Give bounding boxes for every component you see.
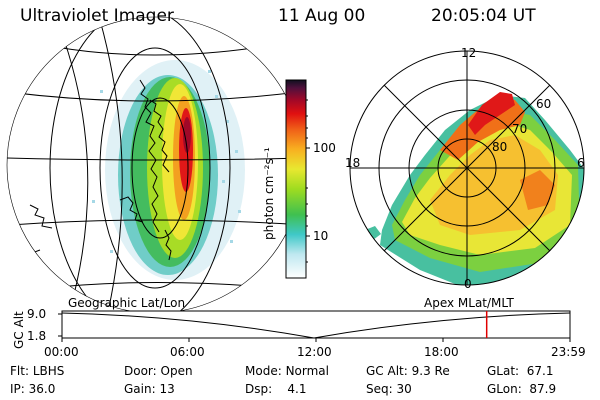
info-mode-label: Mode: bbox=[245, 364, 282, 378]
info-flt-label: Flt: bbox=[10, 364, 29, 378]
info-gc-alt-value: 9.3 Re bbox=[411, 364, 450, 378]
lat-label-70: 70 bbox=[512, 122, 528, 136]
y-tick-1-8: 1.8 bbox=[27, 329, 47, 343]
info-door-value: Open bbox=[160, 364, 193, 378]
info-mode-value: Normal bbox=[285, 364, 329, 378]
time-label: 20:05:04 UT bbox=[431, 6, 536, 26]
mlt-label-0: 0 bbox=[464, 277, 472, 291]
info-ip-label: IP: bbox=[10, 382, 25, 396]
info-gc-alt-label: GC Alt: bbox=[366, 364, 408, 378]
right-caption: Apex MLat/MLT bbox=[424, 296, 514, 310]
colorbar-tick-100: 100 bbox=[313, 141, 336, 155]
lat-label-80: 80 bbox=[492, 140, 508, 154]
mlt-label-6: 6 bbox=[577, 156, 585, 170]
info-glon-label: GLon: bbox=[487, 382, 522, 396]
info-gain: Gain: 13 bbox=[124, 382, 175, 396]
timeline-plot bbox=[58, 310, 571, 342]
polar-plot bbox=[349, 50, 585, 286]
instrument-title: Ultraviolet Imager bbox=[20, 6, 174, 26]
info-flt: Flt: LBHS bbox=[10, 364, 64, 378]
lat-label-60: 60 bbox=[536, 97, 552, 111]
colorbar-unit-label: photon cm⁻²s⁻¹ bbox=[262, 147, 276, 240]
x-tick-1200: 12:00 bbox=[297, 345, 332, 359]
info-door-label: Door: bbox=[124, 364, 157, 378]
date-label: 11 Aug 00 bbox=[278, 6, 366, 26]
colorbar-tick-10: 10 bbox=[313, 229, 329, 243]
mlt-label-12: 12 bbox=[461, 46, 477, 60]
color-bar bbox=[285, 79, 310, 279]
info-glat-label: GLat: bbox=[487, 364, 520, 378]
info-door: Door: Open bbox=[124, 364, 193, 378]
info-mode: Mode: Normal bbox=[245, 364, 329, 378]
info-dsp: Dsp: 4.1 bbox=[245, 382, 307, 396]
left-caption: Geographic Lat/Lon bbox=[68, 296, 186, 310]
info-seq: Seq: 30 bbox=[366, 382, 412, 396]
info-dsp-label: Dsp: bbox=[245, 382, 273, 396]
x-tick-0600: 06:00 bbox=[170, 345, 205, 359]
info-glat-value: 67.1 bbox=[526, 364, 554, 378]
info-seq-value: 30 bbox=[396, 382, 412, 396]
info-glon: GLon: 87.9 bbox=[487, 382, 556, 396]
timeline-axis-title: GC Alt bbox=[12, 311, 26, 349]
info-glat: GLat: 67.1 bbox=[487, 364, 553, 378]
info-gc-alt: GC Alt: 9.3 Re bbox=[366, 364, 450, 378]
info-ip-value: 36.0 bbox=[28, 382, 56, 396]
info-gain-value: 13 bbox=[159, 382, 175, 396]
info-glon-value: 87.9 bbox=[529, 382, 557, 396]
info-seq-label: Seq: bbox=[366, 382, 393, 396]
geographic-globe bbox=[6, 16, 304, 314]
info-gain-label: Gain: bbox=[124, 382, 156, 396]
info-ip: IP: 36.0 bbox=[10, 382, 55, 396]
x-tick-2359: 23:59 bbox=[551, 345, 586, 359]
mlt-label-18: 18 bbox=[345, 156, 361, 170]
y-tick-9: 9.0 bbox=[27, 307, 47, 321]
info-dsp-value: 4.1 bbox=[287, 382, 307, 396]
info-flt-value: LBHS bbox=[32, 364, 65, 378]
x-tick-1800: 18:00 bbox=[424, 345, 459, 359]
x-tick-0000: 00:00 bbox=[44, 345, 79, 359]
